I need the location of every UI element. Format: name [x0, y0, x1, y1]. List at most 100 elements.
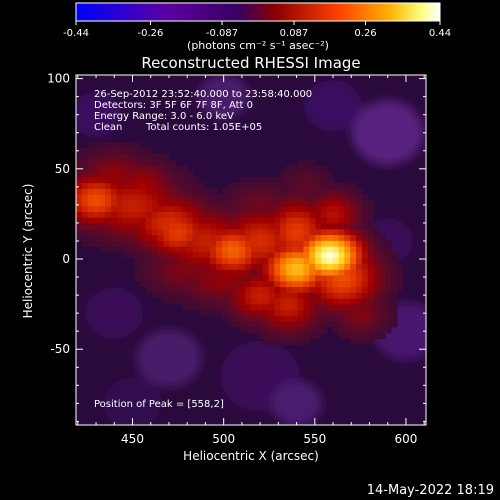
heat-cell	[291, 205, 299, 212]
annotation-block: 26-Sep-2012 23:52:40.000 to 23:58:40.000…	[94, 89, 312, 410]
heat-cell	[350, 234, 357, 241]
heat-cell	[303, 292, 310, 299]
heat-cell	[326, 280, 334, 288]
heat-cell	[286, 321, 293, 328]
heat-cell	[350, 217, 357, 224]
heat-cell	[186, 228, 194, 236]
heat-cell	[146, 199, 153, 207]
heat-cell	[227, 286, 235, 293]
heat-cell	[181, 217, 188, 224]
heat-cell	[274, 234, 281, 241]
heat-cell	[315, 217, 322, 224]
heat-cell	[350, 280, 357, 288]
heat-cell	[286, 292, 293, 299]
x-tick-label: 550	[303, 432, 326, 446]
heat-cell	[256, 205, 264, 212]
heat-cell	[105, 234, 112, 241]
heat-cell	[268, 286, 275, 293]
timestamp: 14-May-2022 18:19	[367, 483, 494, 498]
heat-cell	[326, 188, 334, 195]
heat-cell	[233, 234, 240, 241]
heat-cell	[233, 194, 240, 201]
heat-cell	[309, 205, 316, 212]
heat-cell	[186, 182, 194, 189]
heat-cell	[140, 234, 147, 241]
heat-cell	[326, 263, 334, 270]
heat-cell	[268, 292, 275, 299]
heat-cell	[297, 315, 305, 322]
noise-blob	[304, 80, 362, 132]
heat-cell	[326, 194, 334, 201]
heat-cell	[385, 269, 392, 276]
heat-cell	[87, 211, 95, 218]
heat-cell	[239, 257, 246, 264]
heat-cell	[251, 321, 258, 328]
heat-cell	[198, 292, 205, 299]
heat-cell	[338, 303, 345, 311]
heat-cell	[321, 188, 328, 195]
heat-cell	[87, 194, 95, 201]
heat-cell	[239, 326, 246, 334]
heat-cell	[227, 297, 235, 305]
heat-cell	[245, 269, 252, 276]
heat-cell	[315, 321, 322, 328]
heat-cell	[303, 297, 310, 305]
heat-cell	[99, 211, 106, 218]
heat-cell	[309, 326, 316, 334]
heat-cell	[198, 297, 205, 305]
heat-cell	[251, 257, 258, 264]
heat-cell	[315, 274, 322, 282]
x-axis-label: Heliocentric X (arcsec)	[183, 449, 319, 463]
heat-cell	[163, 188, 170, 195]
heat-cell	[326, 292, 334, 299]
heat-cell	[105, 165, 112, 172]
heat-cell	[356, 309, 363, 316]
heat-cell	[93, 188, 100, 195]
heat-cell	[309, 217, 316, 224]
heat-cell	[332, 303, 340, 311]
heat-cell	[175, 246, 182, 253]
heat-cell	[379, 251, 386, 259]
heat-cell	[332, 269, 340, 276]
heat-cell	[157, 165, 165, 172]
heat-cell	[163, 159, 170, 166]
heat-cell	[175, 240, 182, 247]
heat-cell	[239, 182, 246, 189]
heat-cell	[338, 309, 345, 316]
heat-cell	[99, 153, 106, 161]
heat-cell	[274, 321, 281, 328]
heat-cell	[163, 274, 170, 282]
colorbar-tick-label: -0.26	[138, 28, 164, 39]
heat-cell	[315, 176, 322, 184]
heat-cell	[344, 199, 351, 207]
heat-cell	[251, 176, 258, 184]
heat-cell	[309, 246, 316, 253]
heat-cell	[361, 280, 369, 288]
heat-cell	[99, 217, 106, 224]
heat-cell	[198, 263, 205, 270]
heat-cell	[350, 263, 357, 270]
heat-cell	[87, 176, 95, 184]
heat-cell	[256, 211, 264, 218]
heat-cell	[356, 257, 363, 264]
heat-cell	[192, 263, 200, 270]
heat-cell	[297, 240, 305, 247]
heat-cell	[356, 205, 363, 212]
heat-cell	[134, 217, 141, 224]
heat-cell	[122, 234, 130, 241]
heat-cell	[116, 194, 124, 201]
heat-cell	[245, 326, 252, 334]
heat-cell	[367, 286, 375, 293]
heat-cell	[291, 297, 299, 305]
heat-cell	[251, 199, 258, 207]
heat-cell	[367, 205, 375, 212]
heat-cell	[157, 269, 165, 276]
heat-cell	[221, 297, 229, 305]
heat-cell	[251, 251, 258, 259]
heat-cell	[186, 246, 194, 253]
heat-cell	[239, 199, 246, 207]
heat-cell	[321, 194, 328, 201]
heat-cell	[163, 263, 170, 270]
heat-cell	[175, 170, 182, 178]
heat-cell	[367, 211, 375, 218]
